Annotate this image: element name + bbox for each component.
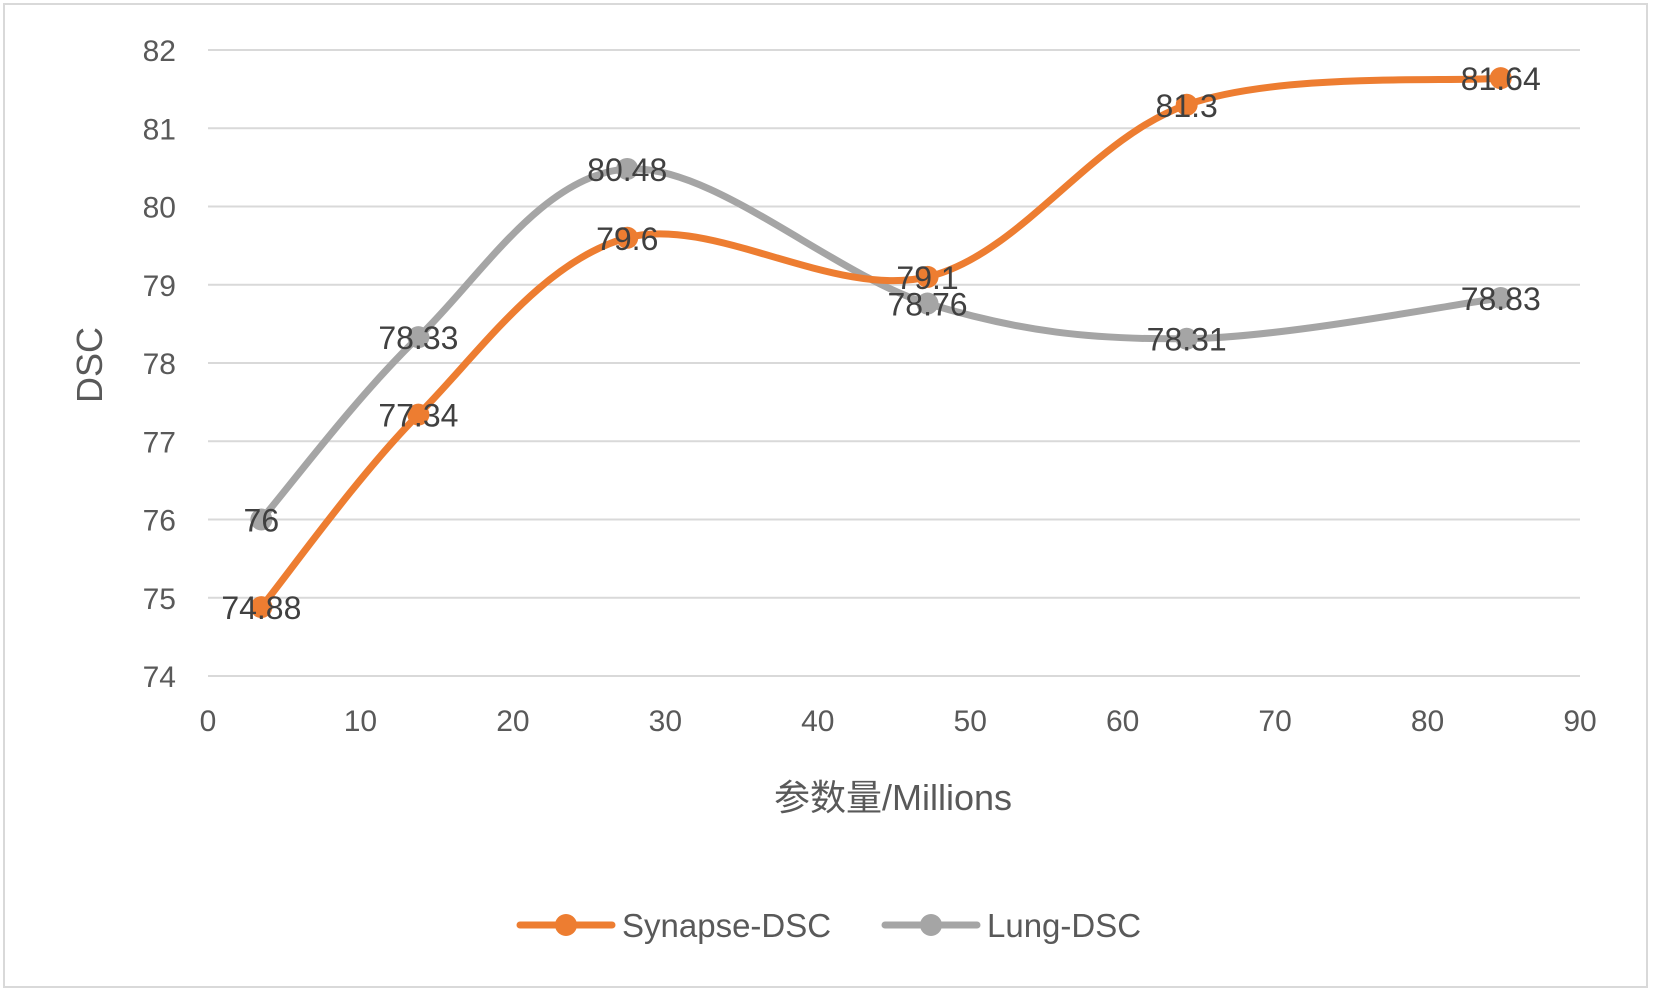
synapse-dsc-point [1175, 93, 1198, 116]
legend: Synapse-DSC Lung-DSC [516, 907, 1141, 944]
lung-dsc-point [407, 326, 430, 349]
y-axis-ticks: 74 75 76 77 78 79 80 81 82 [143, 35, 176, 694]
y-tick-label: 77 [143, 426, 176, 459]
synapse-dsc-data-label: 77.34 [378, 398, 458, 434]
lung-dsc-point [250, 508, 273, 531]
x-tick-label: 60 [1106, 705, 1139, 738]
y-tick-label: 75 [143, 583, 176, 616]
lung-dsc-data-label: 80.48 [587, 152, 667, 188]
y-tick-label: 78 [143, 348, 176, 381]
lung-dsc-point [1489, 287, 1512, 310]
synapse-dsc-point [916, 265, 939, 288]
synapse-dsc-data-label: 74.88 [221, 590, 301, 626]
x-tick-label: 50 [954, 705, 987, 738]
lung-dsc-data-label: 78.33 [378, 320, 458, 356]
y-tick-label: 76 [143, 505, 176, 538]
lung-dsc-data-label: 78.31 [1147, 322, 1227, 358]
x-tick-label: 90 [1563, 705, 1596, 738]
synapse-dsc-data-label: 81.3 [1156, 88, 1218, 124]
x-axis-title: 参数量/Millions [774, 777, 1012, 818]
synapse-dsc-point [616, 226, 639, 249]
synapse-dsc-point [407, 403, 430, 426]
synapse-dsc-data-label: 79.6 [596, 221, 658, 257]
synapse-dsc-point [250, 596, 273, 619]
x-tick-label: 70 [1258, 705, 1291, 738]
lung-dsc-point [1175, 327, 1198, 350]
synapse-dsc-data-label: 81.64 [1461, 61, 1541, 97]
y-tick-label: 82 [143, 35, 176, 68]
lung-dsc-data-label: 76 [244, 503, 280, 539]
gridlines [208, 49, 1580, 677]
x-tick-label: 30 [649, 705, 682, 738]
lung-dsc-point [616, 157, 639, 180]
x-tick-label: 80 [1411, 705, 1444, 738]
y-tick-label: 81 [143, 113, 176, 146]
y-tick-label: 80 [143, 192, 176, 225]
legend-synapse-dsc-label: Synapse-DSC [622, 907, 831, 944]
lung-dsc-data-label: 78.83 [1461, 281, 1541, 317]
legend-lung-dsc-swatch-marker [920, 914, 942, 936]
y-axis-title: DSC [69, 327, 110, 403]
y-tick-label: 74 [143, 661, 176, 694]
lung-dsc-data-label: 78.76 [887, 287, 967, 323]
legend-lung-dsc-label: Lung-DSC [987, 907, 1141, 944]
lung-dsc-point [916, 292, 939, 315]
x-tick-label: 0 [200, 705, 217, 738]
legend-synapse-dsc-swatch-marker [555, 914, 577, 936]
series-group [250, 67, 1512, 619]
synapse-dsc-point [1489, 67, 1512, 90]
x-tick-label: 10 [344, 705, 377, 738]
x-axis-ticks: 0 10 20 30 40 50 60 70 80 90 [200, 705, 1597, 738]
x-tick-label: 40 [801, 705, 834, 738]
data-labels: 74.88 77.34 79.6 79.1 81.3 81.64 76 78.33 80.48 7… [221, 61, 1540, 626]
synapse-dsc-data-label: 79.1 [896, 260, 958, 296]
y-tick-label: 79 [143, 270, 176, 303]
x-tick-label: 20 [496, 705, 529, 738]
